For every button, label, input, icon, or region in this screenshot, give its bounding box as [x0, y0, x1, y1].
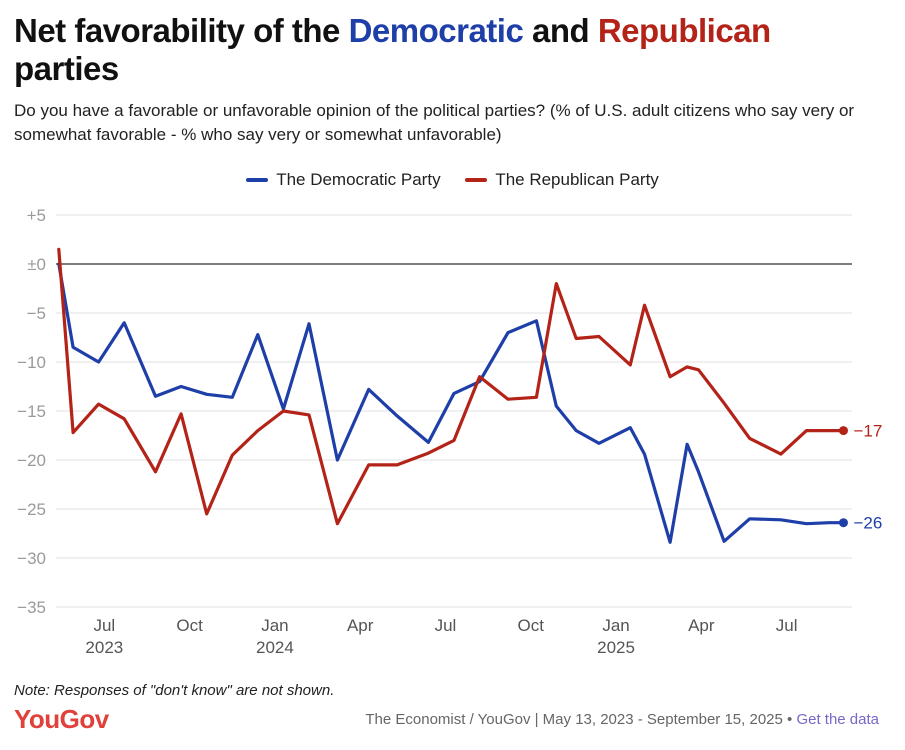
title-prefix: Net favorability of the — [14, 12, 349, 49]
x-tick-label: Oct — [518, 616, 545, 635]
x-tick-year-label: 2024 — [256, 638, 294, 657]
x-tick-label: Jul — [776, 616, 798, 635]
x-tick-label: Oct — [176, 616, 203, 635]
legend-item-democratic[interactable]: The Democratic Party — [246, 170, 441, 190]
source-text: The Economist / YouGov | May 13, 2023 - … — [365, 711, 793, 728]
x-tick-year-label: 2023 — [85, 638, 123, 657]
legend-label-republican: The Republican Party — [495, 170, 659, 189]
x-tick-label: Apr — [347, 616, 374, 635]
y-tick-label: −30 — [17, 549, 46, 568]
y-tick-label: +5 — [27, 206, 46, 225]
legend-swatch-democratic — [246, 178, 269, 182]
legend: The Democratic Party The Republican Part… — [0, 167, 905, 190]
source-line: The Economist / YouGov | May 13, 2023 - … — [365, 711, 879, 728]
get-the-data-link[interactable]: Get the data — [796, 711, 879, 728]
x-tick-label: Jan — [602, 616, 629, 635]
series-end-point — [838, 518, 848, 528]
yougov-logo: YouGov — [14, 704, 109, 734]
x-tick-label: Jul — [93, 616, 115, 635]
chart-subtitle: Do you have a favorable or unfavorable o… — [14, 101, 855, 144]
chart-title: Net favorability of the Democratic and R… — [14, 12, 884, 88]
x-tick-year-label: 2025 — [597, 638, 635, 657]
title-suffix: parties — [14, 50, 119, 87]
series-end-point — [838, 426, 848, 436]
legend-swatch-republican — [465, 178, 488, 182]
x-tick-label: Apr — [688, 616, 715, 635]
series-end-label: −17 — [853, 422, 882, 441]
title-republican: Republican — [597, 12, 771, 49]
x-tick-label: Jan — [261, 616, 288, 635]
series-line-democratic — [57, 262, 846, 544]
title-democratic: Democratic — [348, 12, 524, 49]
title-mid: and — [523, 12, 598, 49]
y-tick-label: ±0 — [27, 255, 46, 274]
y-tick-label: −5 — [27, 304, 46, 323]
y-tick-label: −20 — [17, 451, 46, 470]
x-tick-label: Jul — [435, 616, 457, 635]
y-tick-label: −10 — [17, 353, 46, 372]
y-tick-label: −25 — [17, 500, 46, 519]
line-chart: +5 ±0 −5 −10 −15 −20 −25 −30 −35 Jul 2023 Oct Jan 202… — [17, 206, 882, 657]
legend-label-democratic: The Democratic Party — [276, 170, 441, 189]
footnote: Note: Responses of "don't know" are not … — [14, 682, 335, 699]
y-tick-label: −35 — [17, 598, 46, 617]
y-tick-label: −15 — [17, 402, 46, 421]
series-end-label: −26 — [853, 514, 882, 533]
series-line-republican — [57, 247, 846, 526]
legend-item-republican[interactable]: The Republican Party — [465, 170, 659, 190]
